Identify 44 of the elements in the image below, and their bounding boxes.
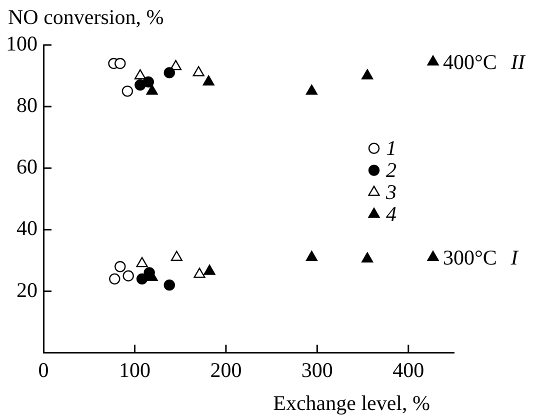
point <box>122 86 134 97</box>
y-axis-title: NO conversion, % <box>8 5 164 29</box>
point <box>136 256 148 268</box>
legend-label: 3 <box>385 180 396 204</box>
point <box>142 76 154 88</box>
x-tick-label: 300 <box>301 358 333 382</box>
y-tick-label: 40 <box>16 216 38 240</box>
point <box>170 250 182 261</box>
point <box>134 79 146 91</box>
point <box>306 250 318 261</box>
point <box>144 267 155 278</box>
y-tick-label: 60 <box>16 154 38 179</box>
legend-label: 2 <box>386 158 397 182</box>
x-axis-title: Exchange level, % <box>273 391 430 415</box>
point <box>134 69 146 80</box>
annotation: 300°C I <box>443 245 519 270</box>
point <box>164 279 175 291</box>
point <box>146 84 158 95</box>
point <box>136 273 148 285</box>
point <box>114 261 126 272</box>
point <box>204 264 216 275</box>
point <box>114 58 126 70</box>
point <box>109 273 120 285</box>
legend-label: 4 <box>386 202 397 226</box>
x-tick-label: 100 <box>118 358 150 382</box>
point <box>427 250 439 261</box>
point <box>306 84 318 95</box>
point <box>202 75 214 86</box>
point <box>362 252 374 263</box>
annotation: 400°C II <box>443 50 526 74</box>
x-tick-label: 400 <box>392 358 424 382</box>
y-tick-label: 80 <box>16 93 38 118</box>
point <box>192 66 204 76</box>
point <box>122 270 134 282</box>
point <box>164 67 175 78</box>
x-tick-label: 200 <box>210 358 242 382</box>
point <box>427 55 439 66</box>
point <box>362 69 374 80</box>
y-tick-label: 20 <box>16 278 38 302</box>
point <box>170 60 182 70</box>
y-tick-label: 100 <box>6 32 38 56</box>
legend-label: 1 <box>386 136 396 160</box>
x-tick-label: 0 <box>38 358 49 382</box>
point <box>194 268 206 278</box>
